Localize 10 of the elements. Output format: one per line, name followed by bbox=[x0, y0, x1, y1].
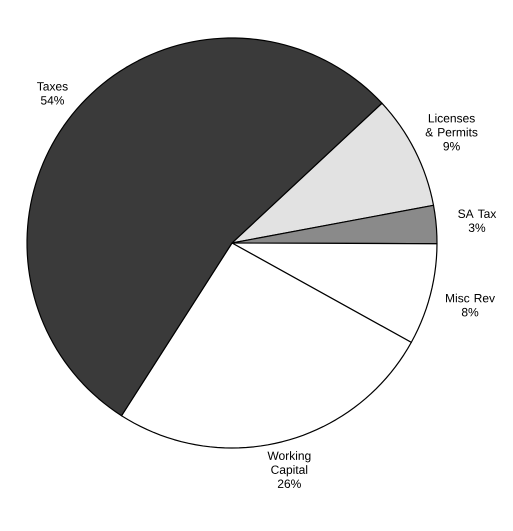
slice-label: Taxes bbox=[37, 82, 68, 91]
slice-label: Licenses & Permits bbox=[426, 114, 478, 136]
data-label: 8% bbox=[462, 308, 478, 316]
data-label: 9% bbox=[443, 142, 460, 150]
slice-label: Working Capital bbox=[267, 451, 310, 476]
data-label: 3% bbox=[468, 223, 486, 232]
data-label: 26% bbox=[278, 479, 301, 488]
data-label: 54% bbox=[40, 96, 64, 105]
slice-label: Misc Rev bbox=[446, 294, 495, 302]
slice-label: SA Tax bbox=[458, 209, 496, 218]
